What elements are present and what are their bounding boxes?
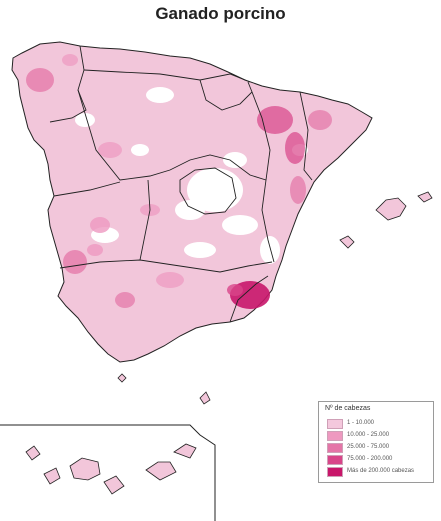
legend-item: 1 - 10.000 (327, 419, 433, 429)
low-density-areas (75, 87, 308, 264)
legend-item: 10.000 - 25.000 (327, 431, 433, 441)
legend-label-2: 10.000 - 25.000 (347, 432, 390, 438)
legend-item: Más de 200.000 cabezas (327, 467, 433, 477)
legend-label-1: 1 - 10.000 (347, 420, 375, 426)
legend-item: 75.000 - 200.000 (327, 455, 433, 465)
map-title: Ganado porcino (155, 4, 286, 23)
region-borders (49, 45, 313, 323)
legend-label-3: 25.000 - 75.000 (347, 444, 390, 450)
density-hotspots (26, 54, 332, 309)
legend-label-4: 75.000 - 200.000 (347, 456, 393, 462)
legend-item: 25.000 - 75.000 (327, 443, 433, 453)
legend: Nº de cabezas 1 - 10.000 10.000 - 25.000… (318, 401, 434, 483)
canary-inset-frame (0, 424, 216, 521)
ceuta-melilla (117, 373, 211, 405)
legend-swatch-2 (327, 431, 343, 441)
legend-swatch-5 (327, 467, 343, 477)
legend-swatch-3 (327, 443, 343, 453)
legend-label-5: Más de 200.000 cabezas (347, 468, 415, 474)
legend-title: Nº de cabezas (325, 405, 371, 412)
legend-swatch-4 (327, 455, 343, 465)
balearic-islands (339, 191, 433, 249)
legend-swatch-1 (327, 419, 343, 429)
canary-islands (25, 443, 197, 495)
